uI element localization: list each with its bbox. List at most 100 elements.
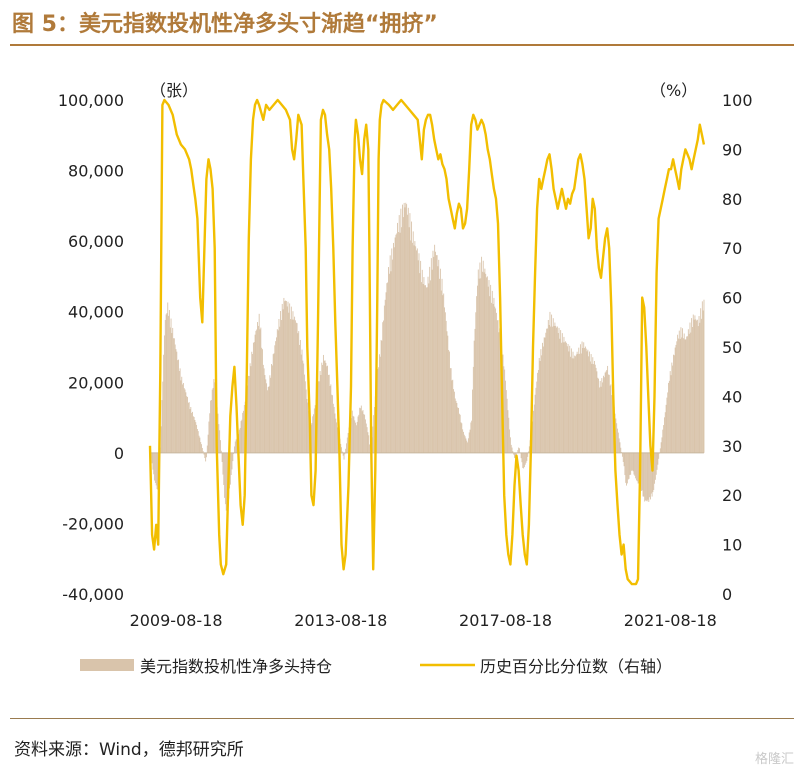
bar [171, 333, 173, 453]
bar [449, 368, 451, 453]
bar [386, 283, 388, 453]
x-tick-label: 2009-08-18 [130, 611, 223, 630]
bar [535, 387, 537, 453]
bar [354, 420, 356, 453]
bar [547, 319, 549, 453]
bar [334, 413, 336, 453]
bar [560, 330, 562, 453]
bar [479, 262, 481, 453]
bar [612, 395, 613, 453]
bar [230, 452, 232, 475]
bar [539, 360, 541, 453]
bar [490, 284, 492, 453]
bar [463, 434, 465, 453]
bar [341, 451, 343, 453]
bar [284, 301, 286, 453]
bar [407, 214, 408, 453]
bar [577, 353, 579, 453]
bar [162, 381, 164, 453]
bar [485, 273, 487, 453]
bar [408, 227, 410, 453]
bar [604, 372, 606, 453]
bar [342, 452, 344, 456]
bar [181, 376, 183, 453]
bar [463, 431, 464, 453]
bar [525, 452, 527, 463]
bar [165, 314, 167, 453]
bar [435, 251, 436, 453]
bar [364, 414, 366, 453]
bar [312, 416, 314, 453]
bar [446, 331, 448, 453]
bar [626, 452, 627, 486]
bar [340, 443, 342, 453]
bar [621, 452, 623, 457]
bar [379, 356, 381, 453]
bar [591, 363, 593, 453]
bar [589, 361, 591, 453]
bar [169, 327, 171, 453]
bar [259, 329, 261, 453]
bar [498, 332, 500, 453]
bar [279, 326, 281, 453]
bar [202, 451, 204, 453]
bar [243, 410, 244, 453]
bar [607, 374, 609, 453]
bar [186, 396, 188, 453]
bar [411, 221, 413, 453]
bar [557, 333, 559, 453]
bar [286, 306, 288, 453]
x-axis-ticks: 2009-08-18 2013-08-18 2017-08-18 2021-08-18 [130, 611, 717, 630]
bar [654, 452, 656, 484]
bar [655, 452, 657, 475]
bar [615, 418, 617, 453]
bar [527, 452, 529, 457]
bar [565, 341, 567, 453]
bar [673, 355, 675, 453]
bar [313, 408, 315, 453]
bar [276, 329, 278, 453]
bar [668, 380, 670, 453]
bar [389, 255, 391, 453]
bar [690, 332, 692, 453]
bar [570, 356, 571, 453]
bar [266, 383, 268, 453]
bar [199, 437, 201, 453]
bar [681, 337, 683, 453]
bar [291, 319, 293, 453]
bar [224, 452, 226, 505]
bar [475, 312, 477, 453]
bar [701, 301, 703, 453]
percentile-line [148, 98, 706, 586]
bar [353, 416, 355, 453]
bar [361, 411, 363, 453]
left-tick-label: 60,000 [68, 232, 124, 251]
bar [564, 342, 566, 453]
bar [322, 354, 324, 453]
bar [383, 305, 385, 453]
bar [449, 351, 450, 453]
bar [588, 356, 590, 453]
bar [692, 327, 693, 453]
bar [168, 315, 170, 453]
bar [453, 391, 455, 453]
bar [624, 452, 626, 476]
bar [164, 335, 165, 453]
bar [640, 452, 642, 491]
bar [601, 378, 603, 453]
bar [294, 316, 296, 453]
bar [567, 343, 569, 453]
bar [610, 384, 612, 453]
bar [448, 349, 450, 453]
bar [570, 348, 572, 453]
bar [464, 436, 466, 453]
bar [350, 418, 352, 453]
bar [487, 286, 489, 453]
bar [154, 452, 156, 483]
right-tick-label: 10 [722, 536, 742, 555]
bar [255, 330, 257, 453]
bar [391, 248, 393, 453]
bar [201, 447, 203, 453]
bar [289, 303, 291, 453]
bar [456, 403, 458, 453]
